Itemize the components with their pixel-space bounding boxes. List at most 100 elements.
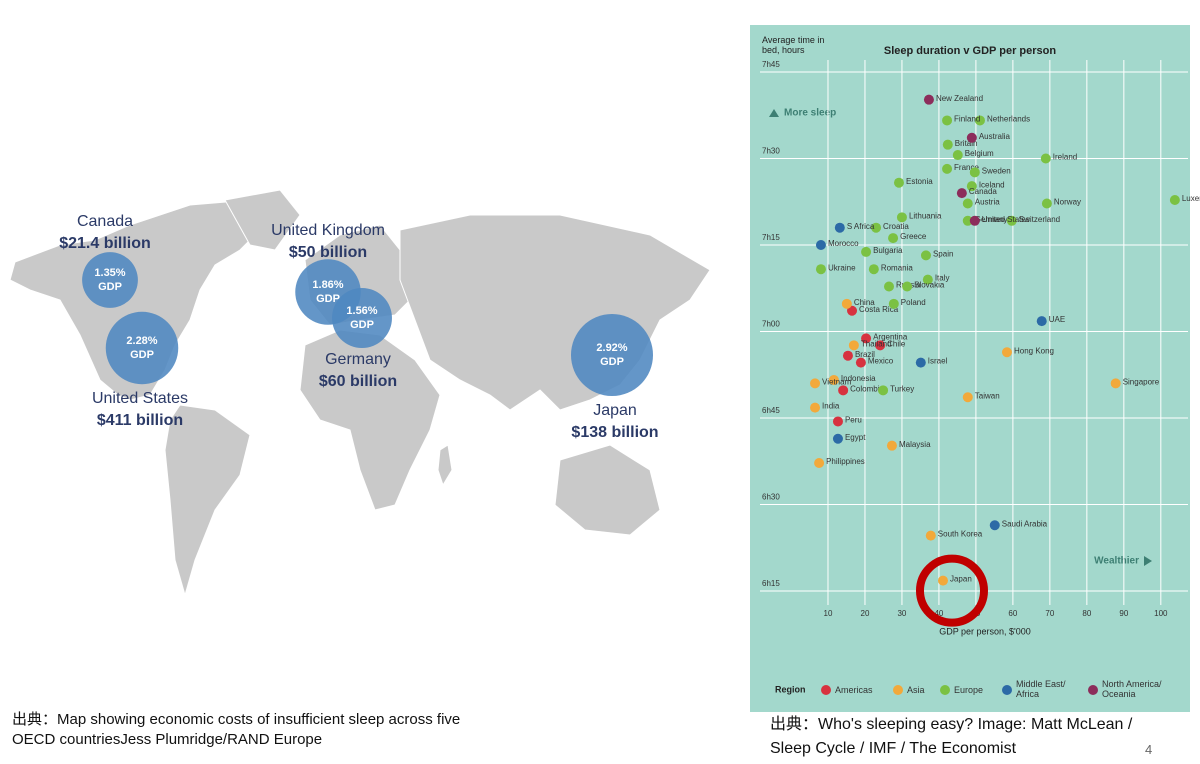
bubble-value: 2.92%	[596, 342, 627, 354]
point	[1041, 198, 1052, 209]
y-tick-label: 6h15	[762, 579, 780, 588]
gdp-bubble	[570, 313, 654, 397]
point	[875, 340, 886, 351]
annotation: Wealthier	[1094, 556, 1139, 567]
point	[974, 115, 985, 126]
point	[855, 357, 866, 368]
south-america	[164, 404, 251, 597]
annotation: More sleep	[784, 108, 836, 119]
point	[1110, 378, 1121, 389]
legend-swatch	[1002, 685, 1012, 695]
point	[962, 215, 973, 226]
legend-label: Europe	[954, 685, 984, 695]
point-label: Argentina	[873, 333, 908, 342]
point-label: Romania	[881, 263, 914, 272]
point-label: Chile	[887, 339, 906, 348]
point-label: Peru	[845, 416, 862, 425]
point	[847, 305, 858, 316]
point	[810, 378, 821, 389]
point-label: Saudi Arabia	[1002, 519, 1048, 528]
point-label: Vietnam	[822, 378, 852, 387]
legend-title: Region	[775, 684, 806, 694]
point	[815, 240, 826, 250]
point	[871, 222, 882, 233]
x-axis-title: GDP per person, $'000	[939, 626, 1031, 636]
point	[942, 115, 953, 126]
wealthier-arrow	[1144, 556, 1152, 566]
caption: 出典：Map showing economic costs of insuffi…	[12, 711, 461, 748]
legend-swatch	[821, 685, 831, 695]
point	[868, 264, 879, 275]
x-tick-label: 60	[1008, 609, 1017, 618]
point-label: Netherlands	[987, 115, 1030, 124]
point	[861, 246, 872, 257]
point	[969, 215, 980, 226]
africa	[299, 329, 441, 511]
bubble-unit: GDP	[98, 281, 122, 293]
point	[1006, 215, 1017, 226]
point-label: Israel	[928, 357, 948, 366]
country-cost: $60 billion	[319, 373, 397, 390]
country-name: Germany	[325, 351, 391, 368]
point-label: Turkey	[890, 384, 914, 393]
y-tick-label: 6h45	[762, 406, 780, 415]
point-label: Ireland	[1053, 153, 1077, 162]
point	[915, 357, 926, 368]
point	[962, 392, 973, 403]
legend-label: Asia	[907, 685, 925, 695]
point-label: China	[854, 298, 875, 307]
point	[969, 167, 980, 178]
point	[1036, 316, 1047, 327]
point	[828, 374, 839, 385]
point	[925, 530, 936, 541]
point	[922, 274, 933, 285]
legend-label: Middle East/ Africa	[1016, 679, 1066, 699]
point-label: Germany	[975, 215, 1008, 224]
y-tick-label: 7h00	[762, 320, 780, 329]
point	[962, 198, 973, 209]
point	[1040, 153, 1051, 164]
point	[841, 298, 852, 309]
point	[861, 333, 872, 344]
point	[1169, 195, 1180, 206]
country-name: Canada	[77, 213, 133, 230]
x-tick-label: 40	[934, 609, 943, 618]
point	[832, 433, 843, 444]
point	[893, 177, 904, 188]
bubble-value: 1.35%	[94, 267, 125, 279]
highlight-ring	[915, 554, 988, 627]
bubble-unit: GDP	[130, 349, 154, 361]
point-label: UAE	[1049, 315, 1065, 324]
point	[920, 250, 931, 261]
point-label: Bulgaria	[873, 246, 903, 255]
point-label: New Zealand	[936, 94, 983, 103]
point-label: Morocco	[828, 239, 859, 248]
legend-swatch	[940, 685, 950, 695]
point-label: Poland	[901, 298, 926, 307]
point-label: Taiwan	[975, 391, 1000, 400]
gdp-bubble	[82, 252, 138, 308]
y-tick-label: 7h30	[762, 147, 780, 156]
bubble-value: 1.56%	[346, 305, 377, 317]
point	[888, 298, 899, 309]
bubble-unit: GDP	[316, 293, 340, 305]
point	[966, 181, 977, 192]
madagascar	[437, 444, 453, 487]
point	[937, 575, 948, 586]
legend-label: North America/ Oceania	[1102, 679, 1162, 699]
legend-label: Americas	[835, 685, 873, 695]
point-label: Croatia	[883, 222, 909, 231]
point	[1001, 347, 1012, 358]
point-label: India	[822, 402, 840, 411]
point	[966, 132, 977, 143]
point-label: Indonesia	[841, 374, 876, 383]
point	[902, 281, 913, 292]
greenland	[224, 189, 301, 251]
point	[942, 139, 953, 150]
point-label: Australia	[979, 132, 1011, 141]
country-name: Japan	[593, 402, 637, 419]
point	[896, 212, 907, 223]
point-label: Egypt	[845, 433, 866, 442]
point	[942, 163, 953, 174]
y-tick-label: 6h30	[762, 493, 780, 502]
